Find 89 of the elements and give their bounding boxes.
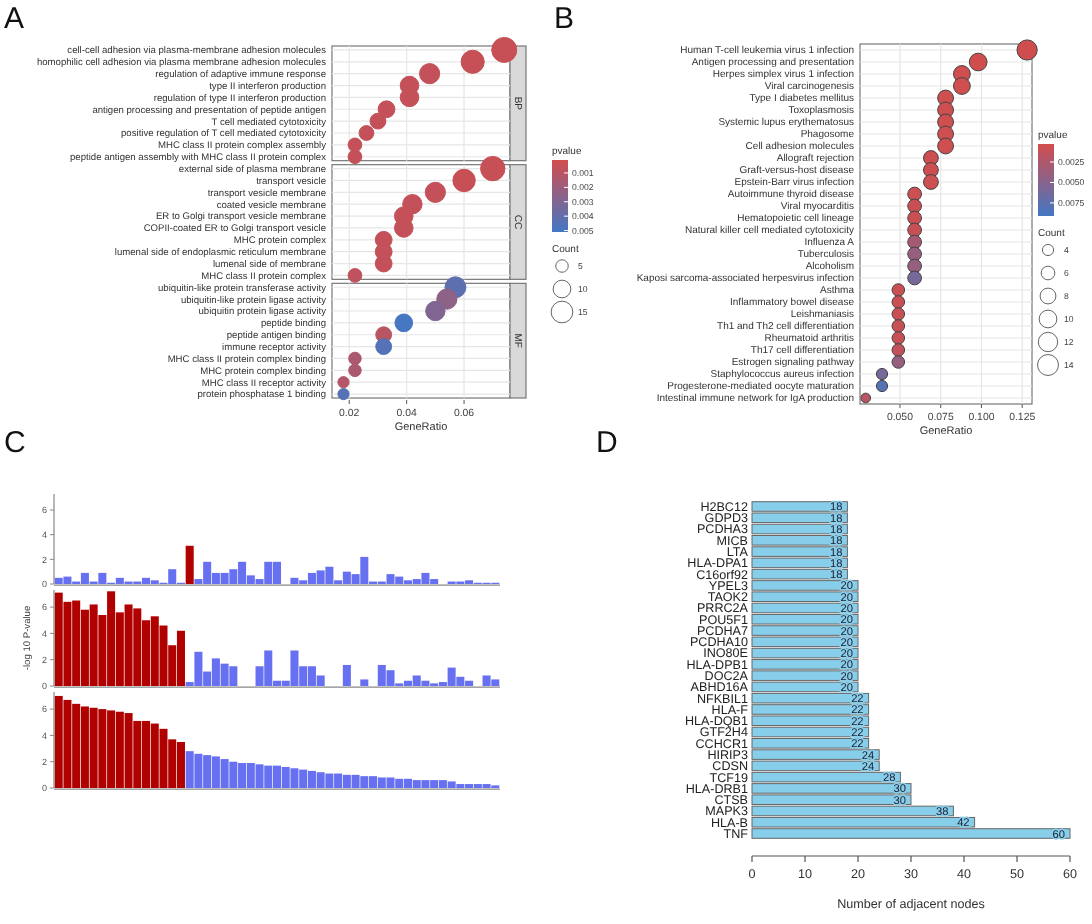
point	[424, 181, 446, 203]
chart-title: D	[596, 426, 618, 460]
point	[907, 258, 922, 274]
bar	[176, 630, 185, 686]
bar	[421, 572, 430, 584]
bar	[360, 776, 369, 788]
bar	[421, 780, 430, 788]
bar	[194, 651, 203, 686]
point	[369, 112, 387, 130]
point	[891, 343, 906, 357]
bar	[264, 765, 273, 788]
point	[923, 174, 939, 190]
text: B	[554, 2, 575, 36]
bar	[290, 650, 299, 686]
bar	[386, 777, 395, 788]
bar	[124, 604, 133, 686]
bar	[89, 707, 98, 788]
point	[891, 295, 906, 309]
point	[907, 246, 922, 262]
point	[907, 234, 922, 250]
bar	[264, 650, 273, 686]
point	[937, 137, 955, 155]
bar	[89, 604, 98, 686]
point	[875, 367, 889, 381]
point	[907, 210, 922, 226]
text: A	[4, 2, 25, 36]
bar	[360, 679, 369, 686]
point	[891, 283, 906, 297]
bar	[447, 781, 456, 788]
point	[375, 338, 393, 356]
bar	[185, 751, 194, 788]
bar	[54, 577, 63, 584]
bar	[325, 566, 334, 584]
bar	[220, 572, 229, 584]
bar	[281, 766, 290, 788]
bar	[412, 675, 421, 686]
bar	[63, 576, 72, 584]
point	[377, 100, 396, 119]
bar	[255, 764, 264, 788]
point	[891, 331, 906, 345]
bar	[290, 577, 299, 584]
bar	[482, 675, 491, 686]
bar	[264, 561, 273, 584]
bar	[351, 774, 360, 788]
bar	[316, 570, 325, 584]
bar	[386, 574, 395, 584]
bar	[272, 561, 282, 584]
point	[907, 186, 922, 202]
bar	[272, 765, 282, 788]
bar	[220, 759, 229, 788]
bar	[124, 713, 133, 788]
point	[907, 222, 922, 238]
bar	[325, 773, 334, 788]
bar	[98, 572, 107, 584]
bar	[229, 569, 238, 584]
bar	[290, 768, 299, 788]
bar	[63, 699, 72, 788]
bar	[159, 728, 168, 788]
bar	[98, 709, 107, 788]
point	[891, 319, 906, 333]
point	[348, 351, 362, 366]
bar	[491, 679, 500, 686]
bar	[63, 601, 72, 686]
point	[953, 77, 971, 95]
point	[419, 63, 441, 85]
bar	[316, 772, 325, 788]
point	[907, 198, 922, 214]
bar	[447, 667, 456, 686]
point	[348, 363, 362, 378]
bar	[360, 556, 369, 584]
bar	[229, 761, 238, 788]
bar	[133, 608, 142, 686]
bar	[220, 663, 229, 686]
bar	[176, 741, 185, 788]
point	[891, 307, 906, 321]
bar	[412, 780, 421, 788]
bar	[386, 670, 395, 686]
bar	[185, 545, 194, 584]
bar	[194, 753, 203, 788]
bar	[456, 676, 465, 686]
bar	[133, 720, 142, 788]
bar	[229, 666, 238, 686]
point	[907, 270, 922, 286]
bar	[421, 680, 430, 686]
bar	[342, 664, 351, 686]
point	[875, 379, 889, 393]
point	[394, 313, 414, 333]
chart-title: C	[4, 426, 26, 460]
point	[891, 355, 906, 369]
